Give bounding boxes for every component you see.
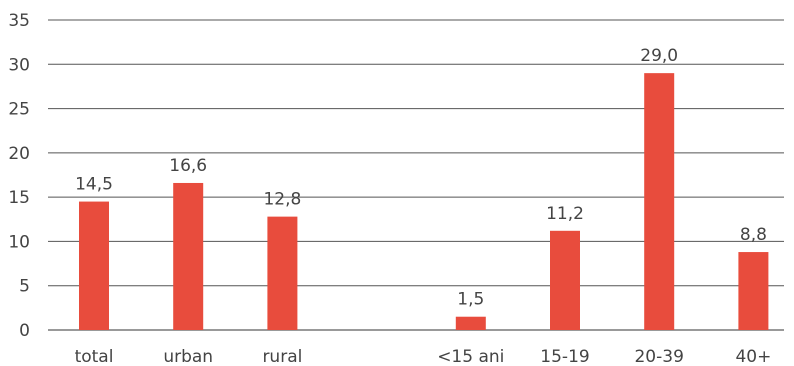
data-label: 12,8 <box>263 190 301 210</box>
bar <box>79 201 109 330</box>
bar <box>267 216 298 330</box>
category-label: total <box>75 347 114 366</box>
y-tick-label: 20 <box>8 144 30 164</box>
data-label: 8,8 <box>740 225 767 245</box>
y-tick-label: 35 <box>8 11 30 31</box>
category-label: urban <box>163 347 213 366</box>
gridlines <box>48 19 784 331</box>
bar <box>173 182 204 330</box>
category-label: 15-19 <box>540 347 589 366</box>
data-label: 14,5 <box>75 175 113 195</box>
data-label: 11,2 <box>546 204 584 224</box>
data-label: 29,0 <box>640 46 678 66</box>
y-tick-label: 30 <box>8 55 30 75</box>
y-tick-label: 5 <box>19 277 30 297</box>
bar <box>644 73 675 331</box>
category-label: 20-39 <box>634 347 683 366</box>
category-label: <15 ani <box>437 347 504 366</box>
x-axis-categories: total urban rural <15 ani 15-19 20-39 40+ <box>75 347 772 366</box>
data-label: 16,6 <box>169 156 207 176</box>
data-label: 1,5 <box>457 290 484 310</box>
y-tick-label: 25 <box>8 100 30 120</box>
bar <box>455 316 486 330</box>
bar <box>550 230 580 330</box>
y-axis-ticks: 0 5 10 15 20 25 30 35 <box>8 11 30 341</box>
category-label: rural <box>262 347 302 366</box>
bar <box>738 252 769 330</box>
y-tick-label: 10 <box>8 232 30 252</box>
category-label: 40+ <box>735 347 771 366</box>
data-labels: 14,5 16,6 12,8 1,5 11,2 29,0 8,8 <box>75 46 767 310</box>
y-tick-label: 15 <box>8 188 30 208</box>
bars <box>79 73 769 331</box>
y-tick-label: 0 <box>19 321 30 341</box>
